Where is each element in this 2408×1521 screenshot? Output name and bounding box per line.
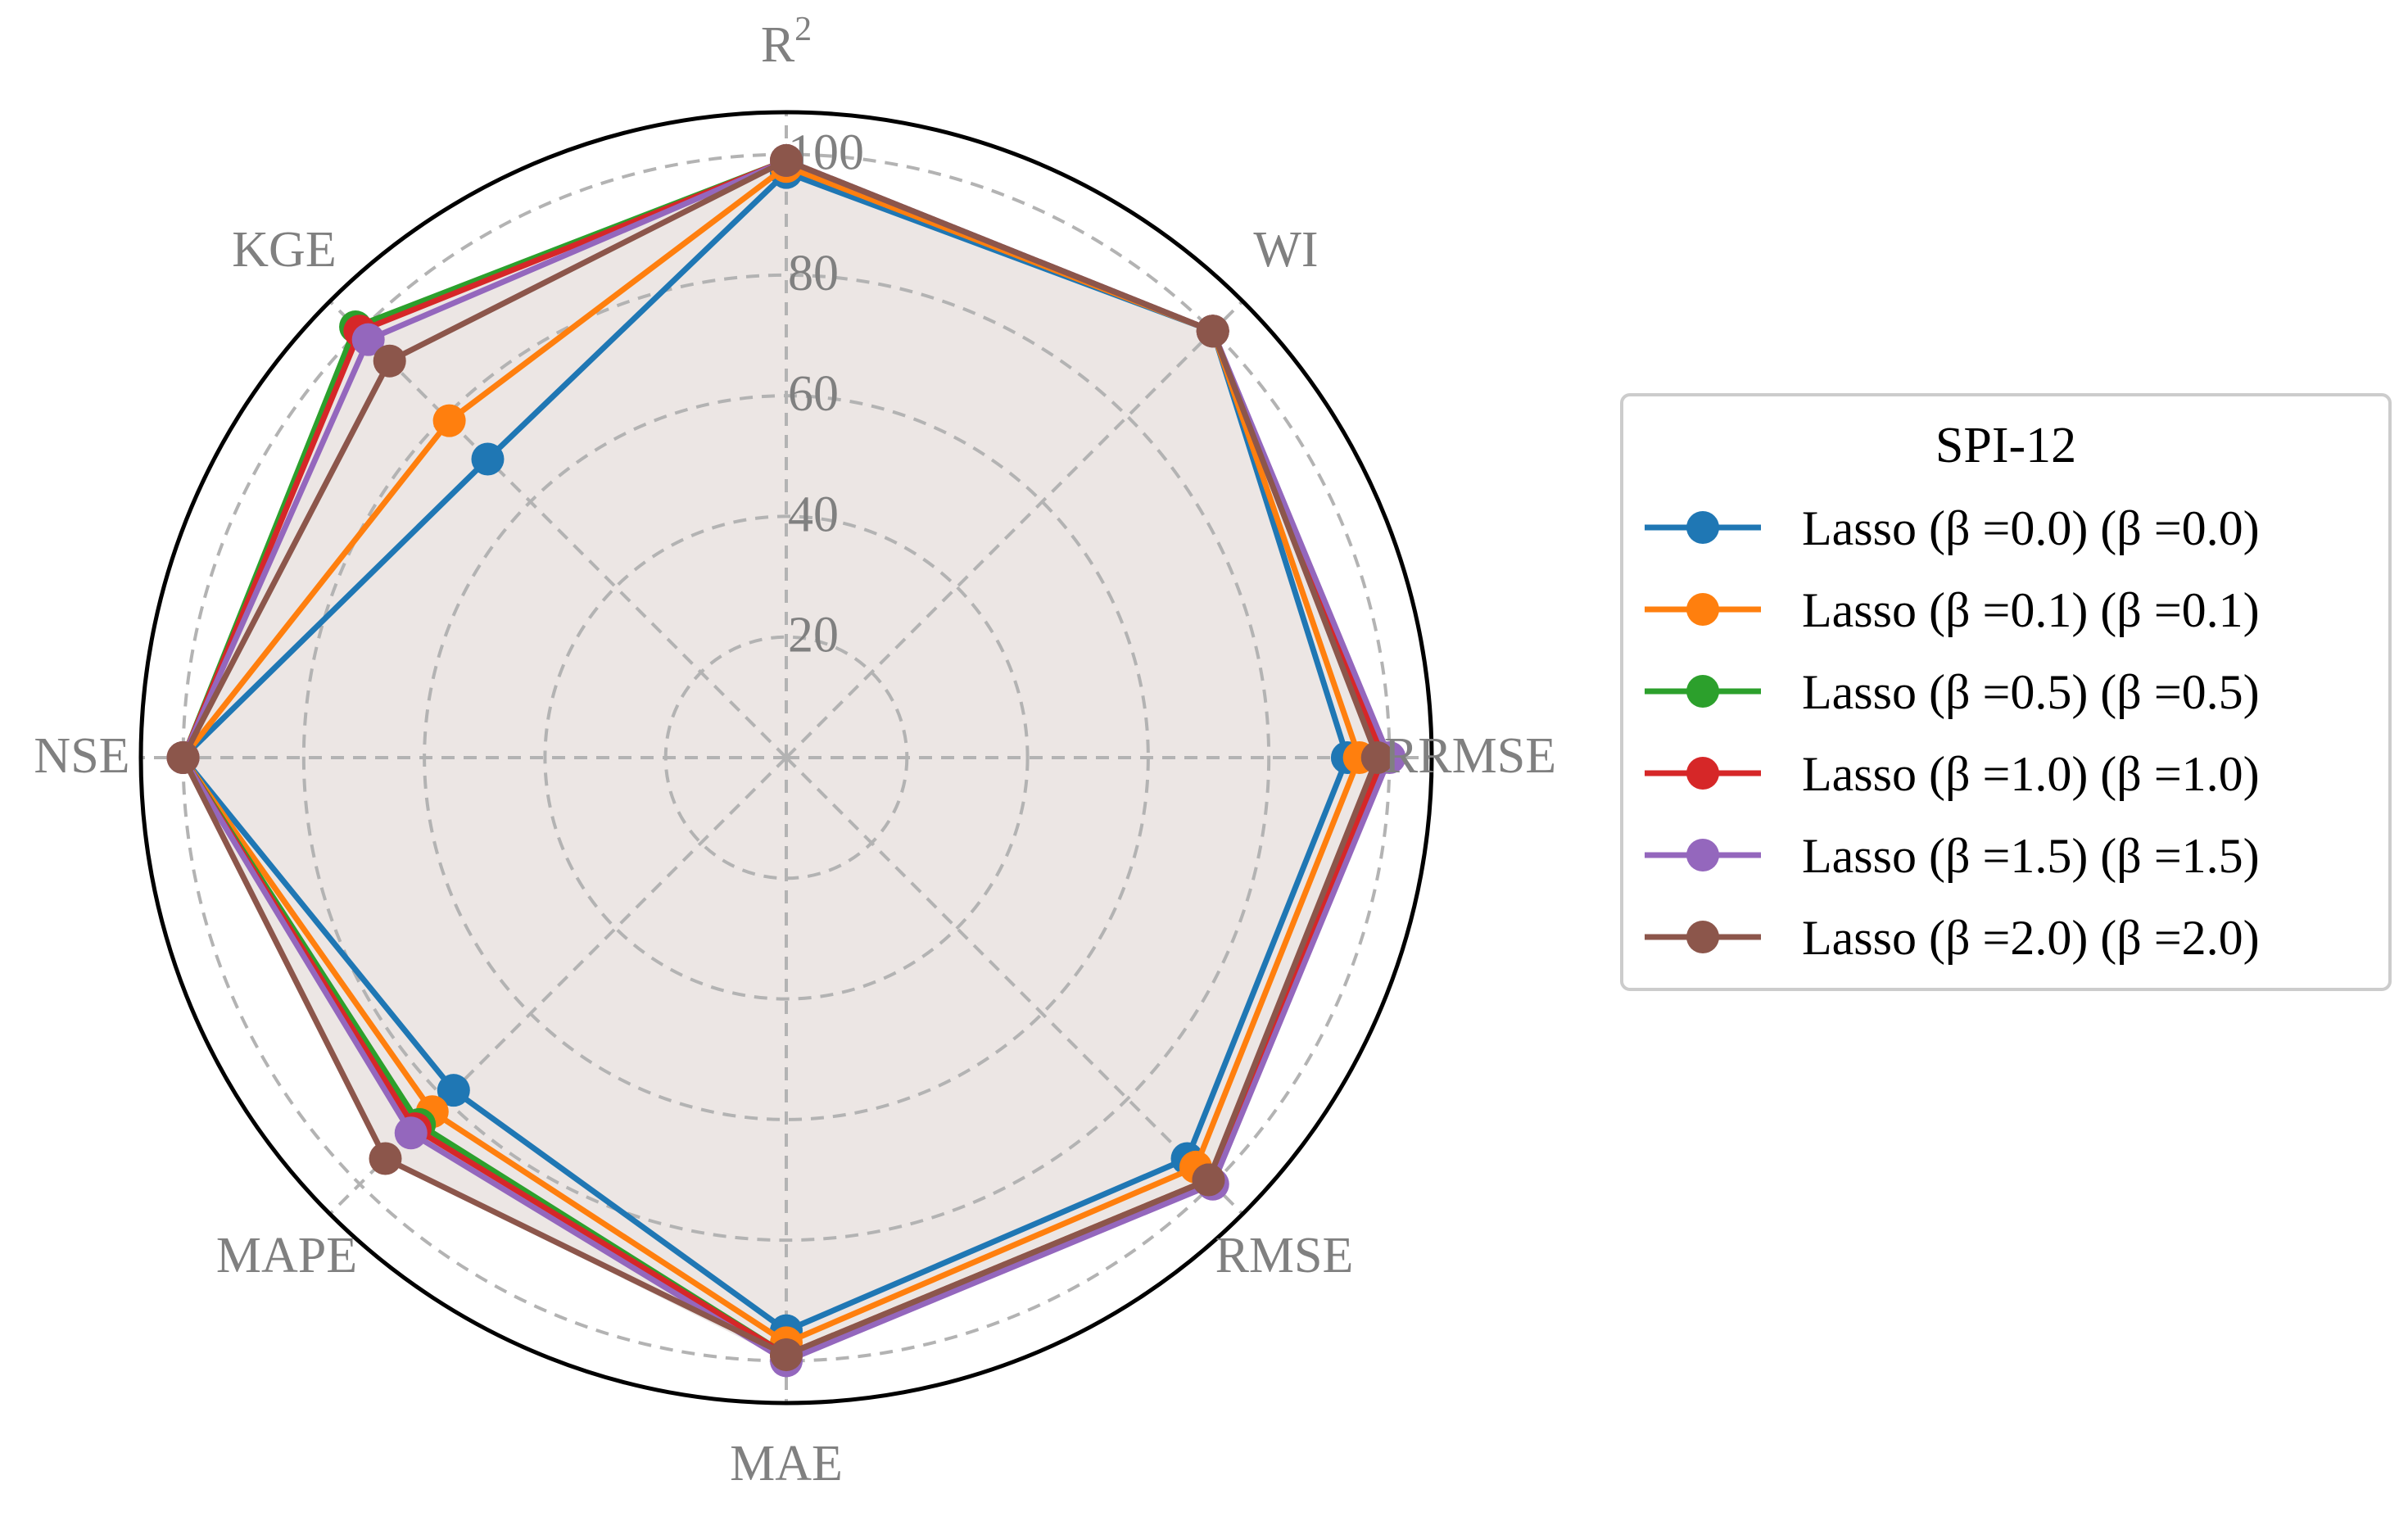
legend-entry-label: Lasso (β =0.1) (β =0.1) xyxy=(1802,583,2260,637)
axis-label: MAE xyxy=(730,1436,843,1492)
legend-title: SPI-12 xyxy=(1935,418,2076,473)
axis-label: WI xyxy=(1253,222,1318,278)
series-point-5-1 xyxy=(1196,315,1229,348)
series-point-5-2 xyxy=(1360,741,1394,774)
grid-circle-40 xyxy=(543,514,1030,1001)
series-point-1-7 xyxy=(432,404,466,437)
legend-swatch-marker xyxy=(1686,921,1719,953)
axis-label-text: NSE xyxy=(34,728,129,784)
radial-tick-label: 80 xyxy=(788,246,839,301)
axis-label: RRMSE xyxy=(1384,728,1556,784)
axis-label-text: WI xyxy=(1253,222,1318,278)
legend-swatch-marker xyxy=(1686,757,1719,790)
series-point-5-0 xyxy=(770,143,803,177)
grid-spoke-1 xyxy=(785,300,1244,759)
legend-swatch-marker xyxy=(1686,593,1719,626)
legend-entry-label: Lasso (β =0.0) (β =0.0) xyxy=(1802,501,2260,555)
axis-label-text: R xyxy=(761,17,795,73)
legend-entry-label: Lasso (β =1.5) (β =1.5) xyxy=(1802,829,2260,883)
legend-swatch-marker xyxy=(1686,675,1719,708)
radial-tick-label: 40 xyxy=(788,487,839,542)
axis-label: MAPE xyxy=(216,1228,357,1283)
axis-label: RMSE xyxy=(1215,1228,1354,1283)
radial-tick-label: 60 xyxy=(788,366,839,422)
series-point-5-6 xyxy=(166,741,200,774)
legend-entry-label: Lasso (β =1.0) (β =1.0) xyxy=(1802,747,2260,801)
series-point-5-7 xyxy=(373,344,406,378)
axis-label-superscript: 2 xyxy=(794,11,812,48)
series-point-4-5 xyxy=(394,1116,428,1150)
grid-spoke-3 xyxy=(785,756,1244,1215)
series-point-5-3 xyxy=(1192,1163,1225,1197)
legend-entry-label: Lasso (β =0.5) (β =0.5) xyxy=(1802,665,2260,719)
radial-tick-label: 20 xyxy=(788,608,839,663)
legend-swatch-marker xyxy=(1686,511,1719,544)
legend-box xyxy=(1620,393,2392,991)
series-point-5-4 xyxy=(770,1338,803,1372)
outer-circle xyxy=(138,110,1434,1406)
legend-entry-label: Lasso (β =2.0) (β =2.0) xyxy=(1802,911,2260,965)
legend-swatch-marker xyxy=(1686,839,1719,871)
axis-label-text: RRMSE xyxy=(1384,728,1556,784)
series-point-0-5 xyxy=(437,1074,470,1107)
grid-circle-80 xyxy=(301,273,1271,1243)
series-point-0-7 xyxy=(471,442,505,476)
axis-label-text: MAE xyxy=(730,1436,843,1492)
axis-label-text: KGE xyxy=(232,222,336,278)
axis-label-text: MAPE xyxy=(216,1228,357,1283)
axis-label: R2 xyxy=(761,11,812,73)
axis-label-text: RMSE xyxy=(1215,1228,1354,1283)
series-point-4-7 xyxy=(351,323,385,356)
grid-spoke-7 xyxy=(328,300,788,759)
series-point-5-5 xyxy=(369,1142,402,1175)
axis-label: NSE xyxy=(34,728,129,784)
axis-label: KGE xyxy=(232,222,336,278)
